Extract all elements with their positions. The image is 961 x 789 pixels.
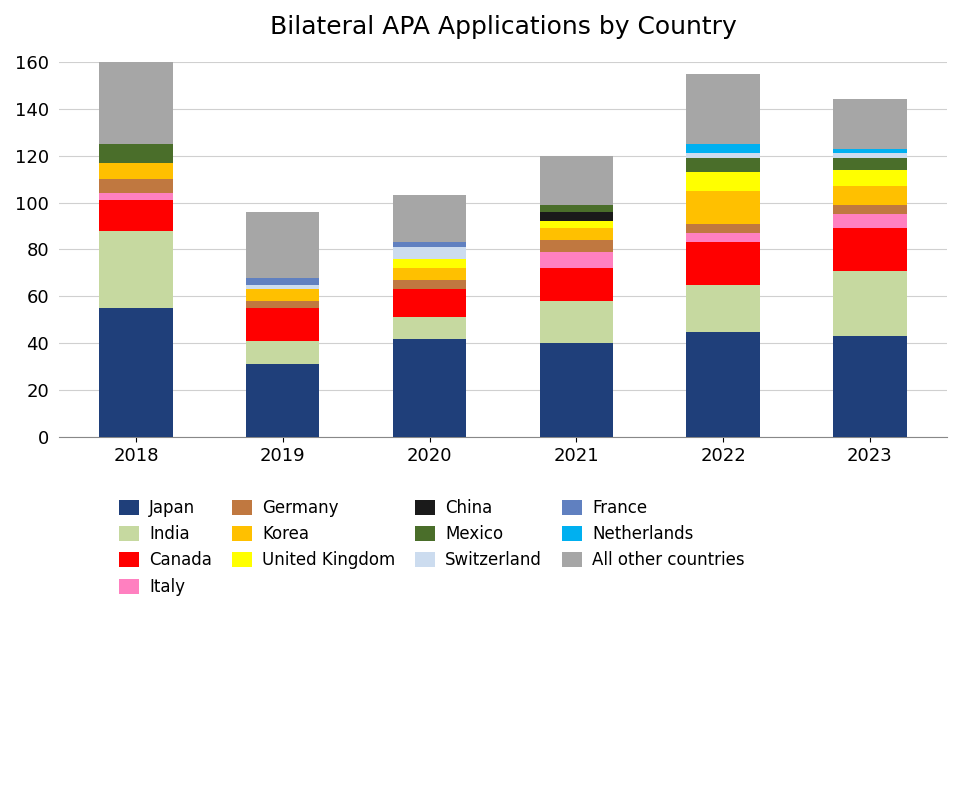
Bar (539, 221, 612, 228)
Bar (539, 301, 612, 343)
Bar (832, 215, 905, 228)
Bar (686, 331, 759, 437)
Bar (686, 172, 759, 191)
Bar (392, 268, 466, 280)
Bar (832, 271, 905, 336)
Bar (539, 268, 612, 301)
Bar (246, 301, 319, 308)
Bar (539, 343, 612, 437)
Bar (686, 158, 759, 172)
Bar (686, 285, 759, 331)
Bar (246, 212, 319, 278)
Bar (832, 228, 905, 271)
Bar (392, 338, 466, 437)
Bar (539, 155, 612, 205)
Bar (539, 252, 612, 268)
Bar (686, 233, 759, 242)
Bar (99, 200, 172, 230)
Bar (539, 205, 612, 212)
Bar (99, 230, 172, 308)
Bar (832, 158, 905, 170)
Bar (832, 99, 905, 148)
Bar (392, 259, 466, 268)
Bar (392, 280, 466, 290)
Bar (99, 179, 172, 193)
Bar (99, 193, 172, 200)
Bar (686, 191, 759, 223)
Bar (539, 228, 612, 240)
Bar (246, 290, 319, 301)
Bar (832, 336, 905, 437)
Bar (832, 148, 905, 153)
Bar (246, 278, 319, 285)
Bar (392, 196, 466, 242)
Bar (686, 223, 759, 233)
Bar (832, 205, 905, 215)
Bar (392, 242, 466, 247)
Bar (686, 153, 759, 158)
Bar (686, 144, 759, 153)
Bar (832, 170, 905, 186)
Bar (539, 240, 612, 252)
Bar (392, 247, 466, 259)
Bar (99, 308, 172, 437)
Legend: Japan, India, Canada, Italy, Germany, Korea, United Kingdom, China, Mexico, Swit: Japan, India, Canada, Italy, Germany, Ko… (111, 491, 752, 604)
Bar (99, 163, 172, 179)
Bar (539, 212, 612, 221)
Bar (246, 365, 319, 437)
Bar (832, 153, 905, 158)
Bar (246, 308, 319, 341)
Bar (392, 290, 466, 317)
Bar (246, 341, 319, 365)
Bar (99, 144, 172, 163)
Bar (99, 62, 172, 144)
Bar (246, 285, 319, 290)
Bar (686, 242, 759, 285)
Bar (392, 317, 466, 338)
Bar (686, 73, 759, 144)
Title: Bilateral APA Applications by Country: Bilateral APA Applications by Country (269, 15, 735, 39)
Bar (832, 186, 905, 205)
